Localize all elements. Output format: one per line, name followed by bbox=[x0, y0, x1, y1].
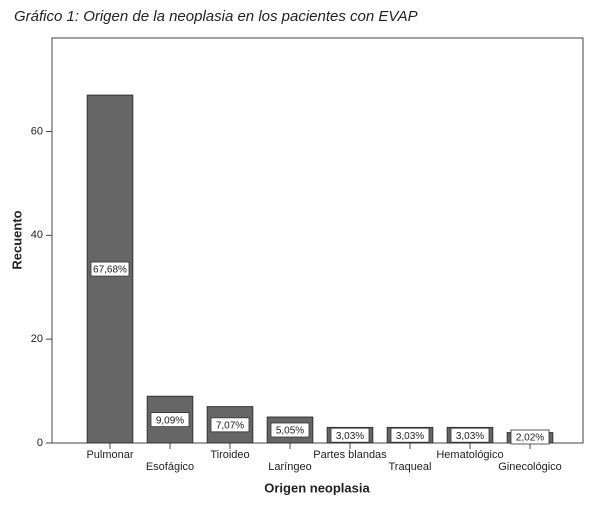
x-axis-label: Origen neoplasia bbox=[264, 480, 370, 495]
y-tick-label: 60 bbox=[31, 125, 43, 137]
y-axis-label: Recuento bbox=[9, 210, 24, 269]
value-label-box bbox=[450, 427, 490, 443]
value-label: 3,03% bbox=[336, 431, 364, 442]
value-label: 67,68% bbox=[93, 265, 127, 276]
value-label: 2,02% bbox=[516, 433, 544, 444]
value-label: 3,03% bbox=[456, 431, 484, 442]
y-tick-label: 20 bbox=[31, 333, 43, 345]
value-label-box bbox=[210, 417, 250, 433]
y-tick-label: 40 bbox=[31, 229, 43, 241]
y-tick-label: 0 bbox=[37, 437, 43, 449]
x-tick-label: Partes blandas bbox=[313, 449, 387, 461]
value-label: 5,05% bbox=[276, 426, 304, 437]
value-label: 7,07% bbox=[216, 420, 244, 431]
x-tick-label: Pulmonar bbox=[86, 449, 133, 461]
x-tick-label: Esofágico bbox=[146, 461, 194, 473]
x-tick-label: Hematológico bbox=[436, 449, 503, 461]
x-tick-label: Tiroideo bbox=[210, 449, 249, 461]
plot-frame bbox=[51, 37, 584, 444]
value-label: 9,09% bbox=[156, 415, 184, 426]
value-label: 3,03% bbox=[396, 431, 424, 442]
value-label-box bbox=[330, 427, 370, 443]
x-tick-label: Laríngeo bbox=[268, 461, 311, 473]
chart-title: Gráfico 1: Origen de la neoplasia en los… bbox=[14, 8, 418, 25]
value-label-box bbox=[270, 422, 310, 438]
x-tick-label: Ginecológico bbox=[498, 461, 562, 473]
value-label-box bbox=[510, 429, 550, 445]
value-label-box bbox=[150, 412, 190, 428]
x-tick-label: Traqueal bbox=[388, 461, 431, 473]
value-label-box bbox=[90, 261, 130, 277]
value-label-box bbox=[390, 427, 430, 443]
